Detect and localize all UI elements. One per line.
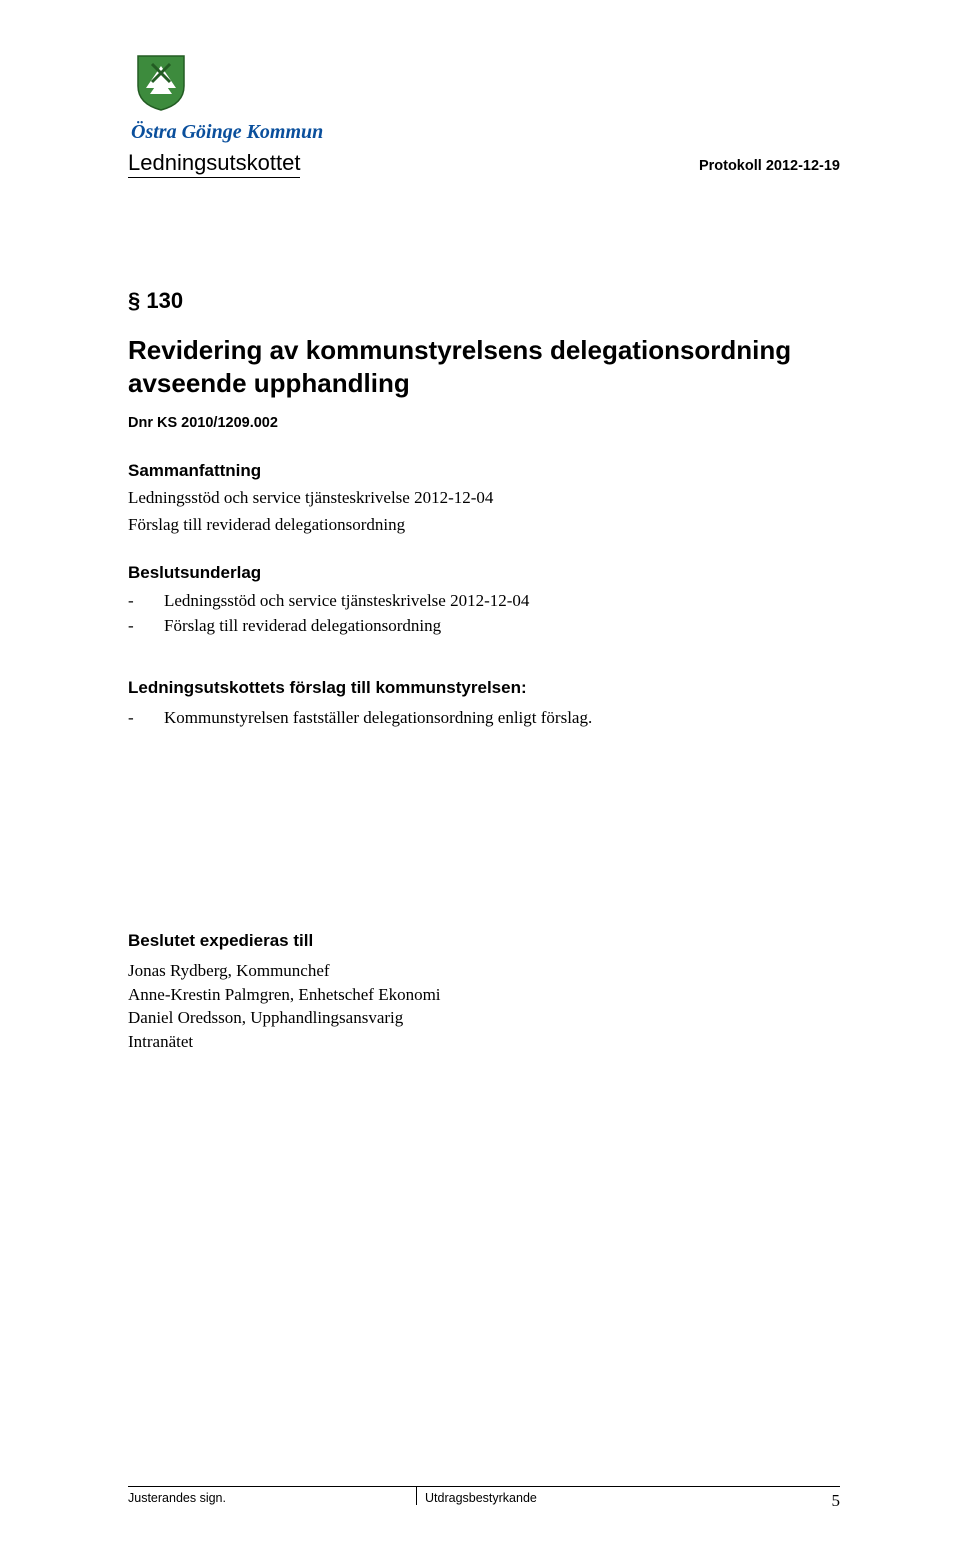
proposal-list: Kommunstyrelsen fastställer delegationso… [128, 706, 840, 731]
municipality-logo: Östra Göinge Kommun [128, 50, 338, 150]
basis-heading: Beslutsunderlag [128, 563, 840, 583]
summary-block: Sammanfattning Ledningsstöd och service … [128, 461, 840, 537]
recipient: Anne-Krestin Palmgren, Enhetschef Ekonom… [128, 983, 840, 1007]
document-body: § 130 Revidering av kommunstyrelsens del… [128, 288, 840, 1054]
protocol-date: Protokoll 2012-12-19 [699, 158, 840, 178]
section-number: § 130 [128, 288, 840, 314]
basis-item-text: Förslag till reviderad delegationsordnin… [164, 616, 441, 635]
basis-item-text: Ledningsstöd och service tjänsteskrivels… [164, 591, 529, 610]
page: Östra Göinge Kommun Ledningsutskottet Pr… [0, 0, 960, 1555]
committee-name: Ledningsutskottet [128, 150, 300, 178]
recipient: Intranätet [128, 1030, 840, 1054]
recipient: Daniel Oredsson, Upphandlingsansvarig [128, 1006, 840, 1030]
basis-list: Ledningsstöd och service tjänsteskrivels… [128, 589, 840, 638]
signature-left-label: Justerandes sign. [128, 1486, 416, 1505]
footer: Justerandes sign. Utdragsbestyrkande 5 [128, 1486, 840, 1505]
logo-block: Östra Göinge Kommun Ledningsutskottet [128, 50, 338, 178]
signature-row: Justerandes sign. Utdragsbestyrkande [128, 1486, 840, 1505]
svg-text:Östra Göinge Kommun: Östra Göinge Kommun [131, 120, 323, 143]
basis-item: Ledningsstöd och service tjänsteskrivels… [128, 589, 840, 614]
expedieras-heading: Beslutet expedieras till [128, 931, 840, 951]
diary-number: Dnr KS 2010/1209.002 [128, 415, 840, 431]
proposal-item-text: Kommunstyrelsen fastställer delegationso… [164, 708, 592, 727]
proposal-block: Ledningsutskottets förslag till kommunst… [128, 678, 840, 731]
summary-heading: Sammanfattning [128, 461, 840, 481]
proposal-item: Kommunstyrelsen fastställer delegationso… [128, 706, 840, 731]
header: Östra Göinge Kommun Ledningsutskottet Pr… [128, 50, 840, 178]
proposal-heading: Ledningsutskottets förslag till kommunst… [128, 678, 840, 698]
page-number: 5 [832, 1491, 841, 1511]
signature-right-label: Utdragsbestyrkande [416, 1486, 840, 1505]
document-title: Revidering av kommunstyrelsens delegatio… [128, 334, 840, 399]
summary-line: Förslag till reviderad delegationsordnin… [128, 514, 840, 537]
recipient: Jonas Rydberg, Kommunchef [128, 959, 840, 983]
basis-block: Beslutsunderlag Ledningsstöd och service… [128, 563, 840, 638]
basis-item: Förslag till reviderad delegationsordnin… [128, 614, 840, 639]
recipients: Jonas Rydberg, Kommunchef Anne-Krestin P… [128, 959, 840, 1054]
expedieras-block: Beslutet expedieras till Jonas Rydberg, … [128, 931, 840, 1054]
summary-line: Ledningsstöd och service tjänsteskrivels… [128, 487, 840, 510]
